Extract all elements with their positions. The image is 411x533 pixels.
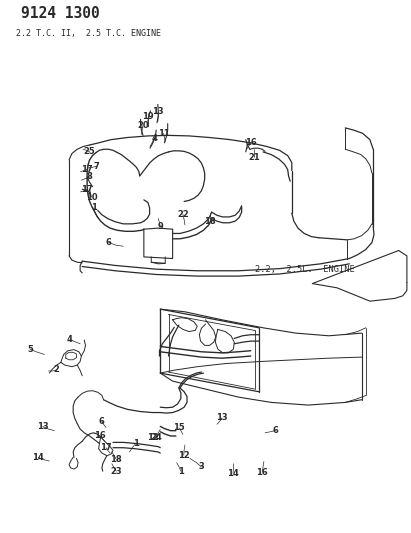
Text: 13: 13 bbox=[216, 414, 228, 422]
Text: 7: 7 bbox=[94, 162, 99, 171]
Text: 9124 1300: 9124 1300 bbox=[21, 6, 99, 21]
Text: 4: 4 bbox=[67, 335, 73, 344]
Text: 14: 14 bbox=[227, 469, 239, 478]
Text: 6: 6 bbox=[272, 426, 278, 435]
Text: 17: 17 bbox=[81, 185, 93, 193]
Text: 16: 16 bbox=[94, 432, 106, 440]
Text: 12: 12 bbox=[178, 451, 189, 459]
Text: 12: 12 bbox=[148, 433, 159, 442]
Text: 16: 16 bbox=[256, 468, 268, 477]
Text: 5: 5 bbox=[27, 345, 33, 353]
Text: 2.2 T.C. II,  2.5 T.C. ENGINE: 2.2 T.C. II, 2.5 T.C. ENGINE bbox=[16, 29, 162, 38]
Text: 4: 4 bbox=[151, 134, 157, 143]
Text: 6: 6 bbox=[99, 417, 105, 425]
Text: 22: 22 bbox=[177, 210, 189, 219]
Text: 9: 9 bbox=[157, 222, 163, 231]
Text: 8: 8 bbox=[87, 173, 92, 181]
Text: 18: 18 bbox=[204, 217, 215, 225]
Text: 10: 10 bbox=[86, 193, 97, 201]
Text: 13: 13 bbox=[37, 422, 48, 431]
Text: 19: 19 bbox=[142, 112, 154, 120]
Text: 13: 13 bbox=[152, 108, 164, 116]
Text: 1: 1 bbox=[91, 204, 97, 212]
Text: 3: 3 bbox=[199, 463, 204, 471]
Text: 16: 16 bbox=[245, 139, 256, 147]
Text: 17: 17 bbox=[100, 443, 112, 452]
Text: 21: 21 bbox=[248, 153, 260, 161]
Text: 23: 23 bbox=[111, 467, 122, 475]
Text: 18: 18 bbox=[111, 455, 122, 464]
Text: 14: 14 bbox=[32, 453, 44, 462]
Text: 2: 2 bbox=[54, 366, 60, 374]
Text: 11: 11 bbox=[158, 129, 169, 138]
Text: 6: 6 bbox=[106, 238, 112, 247]
Text: 15: 15 bbox=[173, 424, 185, 432]
Text: 24: 24 bbox=[150, 433, 162, 441]
Text: 1: 1 bbox=[178, 467, 184, 475]
Text: 25: 25 bbox=[84, 148, 95, 156]
Text: 17: 17 bbox=[81, 165, 93, 174]
Text: 1: 1 bbox=[133, 439, 139, 448]
Text: 2.2,  2.5L.  ENGINE: 2.2, 2.5L. ENGINE bbox=[255, 265, 355, 273]
Text: 20: 20 bbox=[137, 121, 149, 130]
